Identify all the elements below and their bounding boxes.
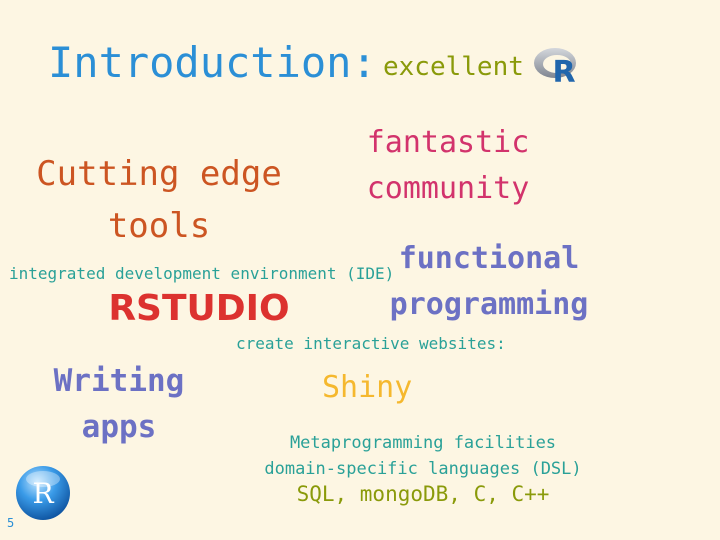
writing-apps: Writing apps (40, 358, 198, 450)
cutting-edge-tools: Cutting edge tools (20, 148, 298, 252)
metaprogramming-line-1: Metaprogramming facilities (289, 433, 557, 453)
cutting-edge-line-2: tools (107, 206, 211, 246)
shiny-label: Shiny (322, 370, 413, 405)
community-line-2: community (366, 171, 530, 206)
functional-programming: functional programming (378, 236, 600, 328)
ball-letter: R (32, 477, 54, 510)
r-logo-icon: R (534, 48, 576, 84)
cutting-edge-line-1: Cutting edge (36, 154, 282, 194)
excellent-label: excellent (383, 52, 524, 82)
ide-label: integrated development environment (IDE) (9, 264, 395, 283)
functional-line-1: functional (398, 241, 580, 276)
slide-title: Introduction: (48, 38, 377, 87)
fantastic-community: fantastic community (350, 120, 546, 212)
rstudio-label: RSTUDIO (108, 288, 290, 329)
page-number: 5 (7, 516, 15, 530)
community-line-1: fantastic (366, 125, 530, 160)
functional-line-2: programming (389, 287, 589, 322)
r-logo-letter: R (552, 55, 575, 84)
metaprogramming-block: Metaprogramming facilities domain-specif… (250, 430, 596, 482)
writing-line-2: apps (81, 409, 157, 445)
interactive-websites-label: create interactive websites: (236, 334, 506, 353)
languages-list: SQL, mongoDB, C, C++ (296, 482, 550, 506)
r-ball-icon: R (16, 466, 70, 520)
metaprogramming-line-2: domain-specific languages (DSL) (264, 459, 582, 479)
writing-line-1: Writing (53, 363, 185, 399)
